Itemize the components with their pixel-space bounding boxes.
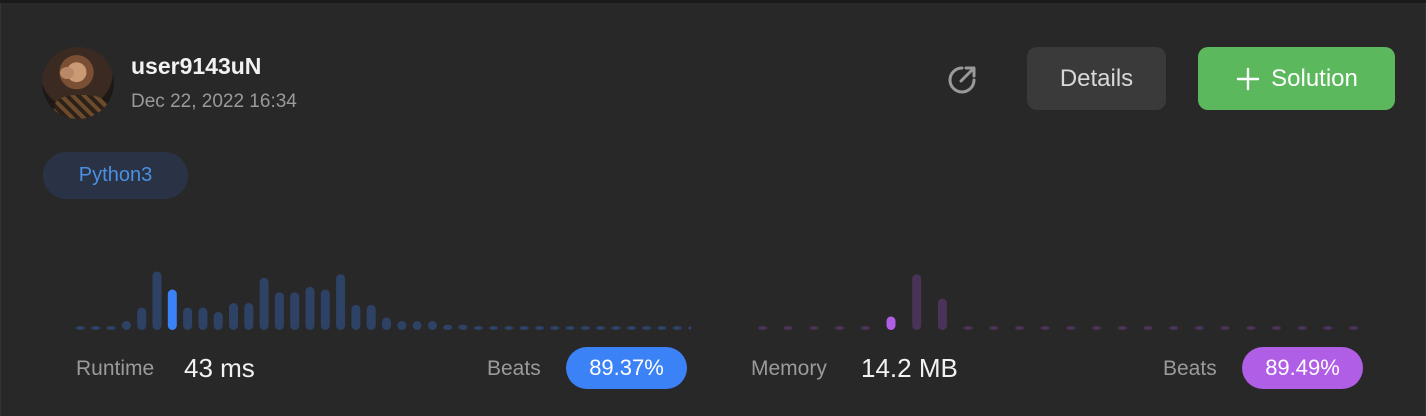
memory-distribution-bar[interactable] [989,326,999,330]
memory-value: 14.2 MB [861,353,958,383]
memory-distribution-bar[interactable] [1323,326,1333,330]
memory-beats-value: 89.49% [1265,355,1340,380]
runtime-distribution-bar[interactable] [91,326,101,330]
runtime-beats-badge: 89.37% [566,347,687,389]
plus-icon [1236,67,1260,90]
runtime-distribution-bar[interactable] [121,321,131,330]
runtime-distribution-chart [71,233,691,333]
runtime-distribution-bar[interactable] [198,307,208,331]
runtime-beats-label: Beats [487,357,541,380]
runtime-distribution-bar[interactable] [229,303,238,330]
memory-distribution-bar[interactable] [1143,326,1153,330]
runtime-distribution-bar[interactable] [351,304,361,330]
memory-distribution-bar[interactable] [1092,326,1102,330]
runtime-distribution-bar[interactable] [152,271,162,331]
runtime-distribution-bar[interactable] [274,292,284,330]
memory-distribution-bar[interactable] [1246,326,1256,330]
memory-distribution-bar[interactable] [1015,326,1024,330]
runtime-distribution-bar[interactable] [137,307,147,331]
memory-distribution-bar[interactable] [1040,326,1050,330]
memory-distribution-bar[interactable] [1297,326,1307,330]
runtime-distribution-bar[interactable] [626,326,636,330]
submission-date: Dec 22, 2022 16:34 [131,91,297,112]
runtime-distribution-bar[interactable] [458,324,468,330]
avatar-hand [60,67,74,79]
runtime-beats-value: 89.37% [589,355,664,380]
memory-beats-label: Beats [1163,357,1217,380]
runtime-distribution-bar[interactable] [397,321,407,330]
memory-beats-badge: 89.49% [1242,347,1363,389]
memory-distribution-chart [753,233,1363,333]
runtime-distribution-bar[interactable] [672,326,682,330]
runtime-distribution-bar[interactable] [611,326,621,330]
runtime-distribution-bar[interactable] [489,326,499,330]
runtime-distribution-bar[interactable] [657,326,667,330]
memory-distribution-bar[interactable] [1272,326,1281,330]
memory-label: Memory [751,357,827,380]
memory-distribution-bar[interactable] [1220,326,1230,330]
username[interactable]: user9143uN [131,53,262,79]
runtime-distribution-bar[interactable] [688,326,691,330]
runtime-distribution-bar[interactable] [565,326,575,330]
runtime-distribution-bar[interactable] [167,289,177,331]
solution-button[interactable]: Solution [1198,47,1395,110]
memory-distribution-bar[interactable] [886,316,896,331]
memory-distribution-bar[interactable] [1349,326,1359,330]
runtime-distribution-bar[interactable] [580,326,590,330]
avatar-shirt [54,95,108,119]
runtime-distribution-bar[interactable] [412,321,422,330]
memory-distribution-bar[interactable] [835,326,845,330]
runtime-distribution-bar[interactable] [76,326,85,330]
runtime-distribution-bar[interactable] [366,304,376,330]
memory-distribution-bar[interactable] [912,274,922,330]
submission-card: user9143uN Dec 22, 2022 16:34 Details So… [0,3,1426,416]
runtime-distribution-bar[interactable] [244,303,254,330]
runtime-distribution-bar[interactable] [336,274,346,330]
runtime-distribution-bar[interactable] [519,326,529,330]
share-icon[interactable] [945,63,979,97]
language-tag[interactable]: Python3 [43,152,188,199]
runtime-distribution-bar[interactable] [642,326,652,330]
memory-distribution-bar[interactable] [1169,326,1179,330]
runtime-distribution-bar[interactable] [550,326,560,330]
runtime-distribution-bar[interactable] [290,292,300,330]
runtime-distribution-bar[interactable] [183,307,193,331]
runtime-distribution-bar[interactable] [535,326,544,330]
avatar[interactable] [42,47,114,119]
memory-distribution-bar[interactable] [783,326,793,330]
details-button[interactable]: Details [1027,47,1166,110]
runtime-distribution-bar[interactable] [305,286,315,330]
runtime-distribution-bar[interactable] [443,324,453,330]
runtime-distribution-bar[interactable] [504,326,514,330]
memory-distribution-bar[interactable] [860,326,870,330]
runtime-distribution-bar[interactable] [473,326,483,330]
memory-distribution-bar[interactable] [1066,326,1076,330]
runtime-distribution-bar[interactable] [382,317,391,330]
memory-distribution-bar[interactable] [809,326,819,330]
runtime-distribution-bar[interactable] [106,326,116,330]
runtime-distribution-bar[interactable] [427,321,437,330]
memory-distribution-bar[interactable] [758,326,767,330]
runtime-distribution-bar[interactable] [320,289,330,331]
runtime-distribution-bar[interactable] [596,326,606,330]
memory-distribution-bar[interactable] [937,298,947,331]
memory-distribution-bar[interactable] [963,326,973,330]
runtime-distribution-bar[interactable] [213,312,223,330]
solution-button-label: Solution [1271,64,1358,92]
runtime-value: 43 ms [184,353,255,383]
runtime-label: Runtime [76,357,155,380]
details-button-label: Details [1059,64,1134,92]
runtime-distribution-bar[interactable] [259,277,269,330]
memory-distribution-bar[interactable] [1117,326,1127,330]
language-tag-label: Python3 [78,164,153,186]
memory-distribution-bar[interactable] [1194,326,1204,330]
